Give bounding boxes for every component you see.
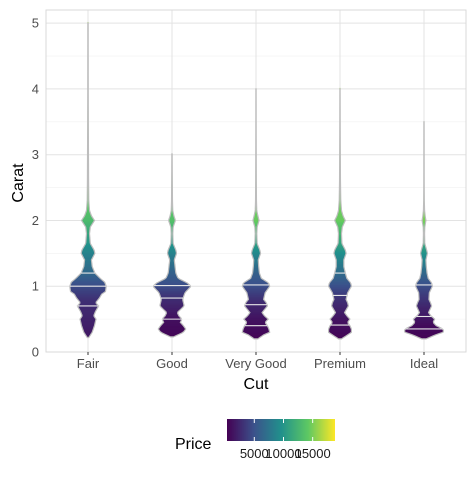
violin-outline <box>403 121 445 340</box>
x-tick-label: Premium <box>314 356 366 371</box>
y-tick-label: 4 <box>32 81 39 96</box>
violin-good <box>152 153 192 338</box>
violin-outline <box>241 88 271 340</box>
legend-colorbar <box>227 419 335 441</box>
violin-ideal <box>403 121 445 340</box>
violin-fair <box>69 21 107 339</box>
y-axis-title: Carat <box>10 163 27 203</box>
x-tick-label: Fair <box>77 356 100 371</box>
x-axis-ticks: Fair Good Very Good Premium Ideal <box>77 352 438 371</box>
y-tick-label: 3 <box>32 147 39 162</box>
y-tick-label: 0 <box>32 345 39 360</box>
y-tick-label: 5 <box>32 16 39 31</box>
legend-title: Price <box>175 436 212 453</box>
x-tick-label: Good <box>156 356 188 371</box>
legend-tick-label: 10000 <box>265 446 301 461</box>
legend-tick-label: 5000 <box>240 446 269 461</box>
x-tick-label: Ideal <box>410 356 438 371</box>
x-axis-title: Cut <box>244 376 269 393</box>
violins-layer <box>69 21 445 340</box>
y-tick-label: 2 <box>32 213 39 228</box>
legend-tick-label: 15000 <box>295 446 331 461</box>
violin-premium <box>327 87 353 340</box>
y-axis-ticks: 0 1 2 3 4 5 <box>32 16 39 360</box>
violin-very-good <box>241 88 271 340</box>
y-tick-label: 1 <box>32 279 39 294</box>
violin-outline <box>69 22 107 339</box>
violin-outline <box>327 88 353 340</box>
x-tick-label: Very Good <box>225 356 286 371</box>
violin-outline <box>152 153 192 338</box>
